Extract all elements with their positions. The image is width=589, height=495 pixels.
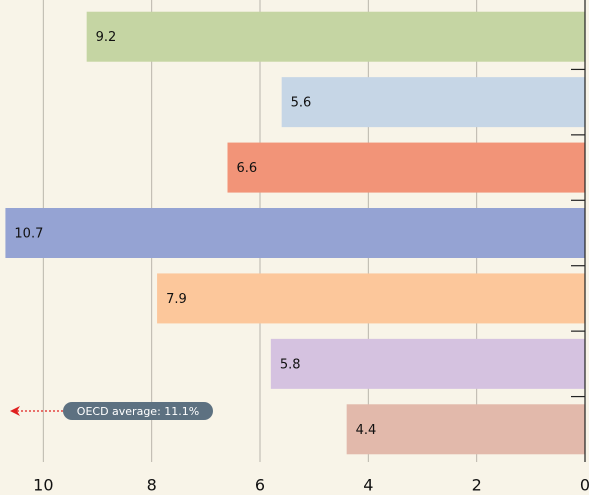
bar — [227, 142, 585, 193]
x-tick-label: 0 — [580, 476, 589, 495]
x-tick-label: 8 — [147, 476, 157, 495]
annotation-text: OECD average: 11.1% — [77, 405, 199, 418]
bar — [5, 208, 585, 258]
x-tick-label: 10 — [33, 476, 53, 495]
value-label: 6.6 — [237, 161, 258, 176]
value-label: 4.4 — [356, 423, 377, 438]
value-label: 10.7 — [14, 227, 43, 242]
bar — [270, 338, 585, 389]
value-label: 5.6 — [291, 96, 312, 111]
value-label: 7.9 — [166, 292, 187, 307]
value-label: 5.8 — [280, 357, 301, 372]
bar — [281, 77, 585, 128]
bar — [346, 404, 585, 455]
value-label: 9.2 — [96, 30, 117, 45]
bar — [86, 11, 586, 62]
x-tick-label: 2 — [472, 476, 482, 495]
annotation-box — [63, 402, 213, 420]
x-tick-label: 4 — [363, 476, 373, 495]
x-tick-label: 6 — [255, 476, 265, 495]
annotation-arrowhead — [10, 406, 20, 416]
bar — [157, 273, 586, 324]
